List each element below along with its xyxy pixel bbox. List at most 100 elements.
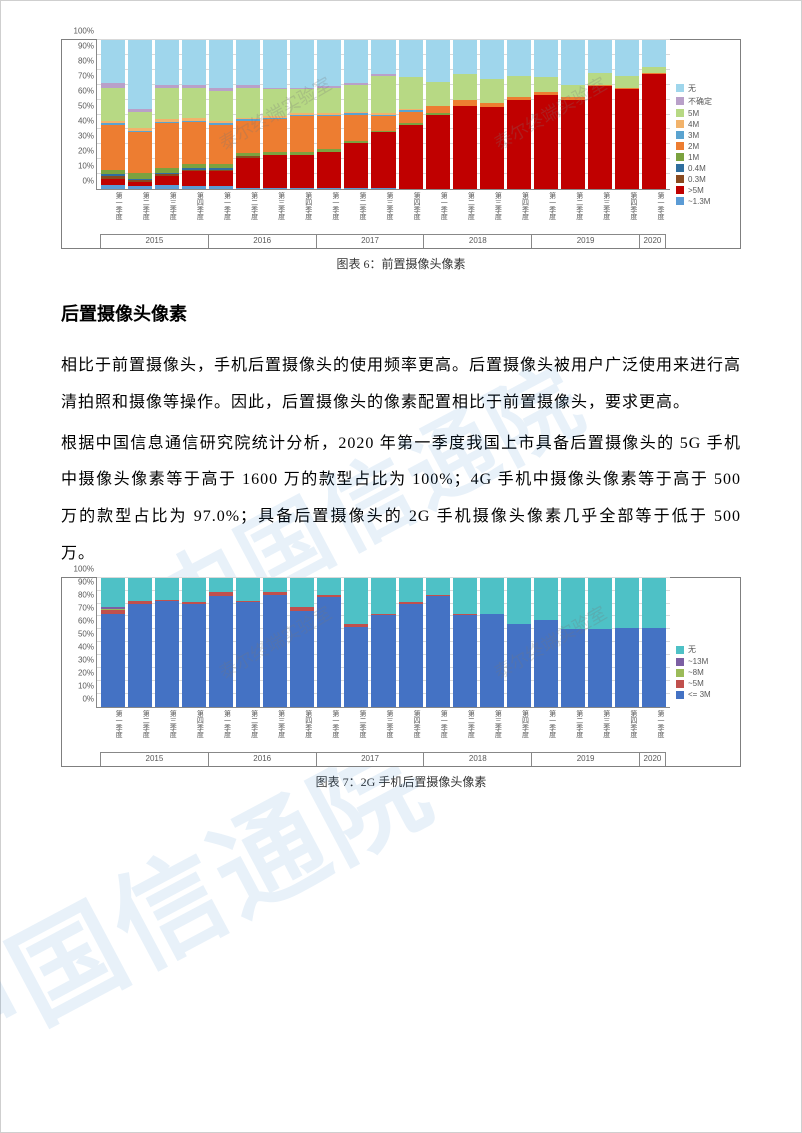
legend-swatch	[676, 84, 684, 92]
bar-segment	[236, 88, 260, 118]
bar-segment	[534, 620, 558, 706]
x-label: 第三季度	[588, 190, 612, 234]
bar-segment	[371, 40, 395, 74]
bar-segment	[263, 595, 287, 707]
bar-segment	[263, 188, 287, 189]
x-label: 第一季度	[642, 190, 666, 234]
x-label: 第四季度	[398, 708, 422, 752]
bar-segment	[317, 578, 341, 595]
bar-segment	[263, 119, 287, 152]
bar-segment	[588, 40, 612, 73]
bar-segment	[453, 40, 477, 74]
bar-segment	[371, 132, 395, 187]
bar-segment	[426, 106, 450, 113]
bar-segment	[317, 40, 341, 86]
bar-segment	[426, 40, 450, 82]
legend-swatch	[676, 109, 684, 117]
bar-segment	[371, 188, 395, 189]
bar-segment	[155, 40, 179, 85]
x-label: 第二季度	[344, 708, 368, 752]
bar-segment	[507, 624, 531, 707]
bar-segment	[209, 40, 233, 88]
x-label: 第四季度	[290, 190, 314, 234]
bar-segment	[588, 629, 612, 706]
legend-swatch	[676, 97, 684, 105]
x-label: 第四季度	[181, 708, 205, 752]
bar-segment	[101, 185, 125, 189]
legend-swatch	[676, 120, 684, 128]
x-label: 第四季度	[615, 190, 639, 234]
y-tick: 100%	[74, 27, 94, 36]
legend-item: 0.3M	[676, 175, 736, 184]
y-tick: 70%	[78, 603, 94, 612]
bar-segment	[101, 125, 125, 170]
bar-segment	[371, 116, 395, 131]
bar	[290, 578, 314, 707]
bar	[642, 40, 666, 189]
bar-segment	[290, 611, 314, 706]
legend-item: ~13M	[676, 657, 736, 666]
bar-segment	[344, 188, 368, 189]
bar	[371, 40, 395, 189]
bar-segment	[317, 116, 341, 149]
legend-label: 0.4M	[688, 164, 706, 173]
x-label: 第三季度	[154, 190, 178, 234]
legend-item: 不确定	[676, 96, 736, 107]
bar-segment	[344, 578, 368, 624]
bar-segment	[561, 629, 585, 706]
bar-segment	[263, 89, 287, 116]
bar	[561, 578, 585, 707]
bar-segment	[128, 604, 152, 707]
y-tick: 60%	[78, 616, 94, 625]
bar-segment	[182, 604, 206, 707]
y-tick: 60%	[78, 87, 94, 96]
y-tick: 70%	[78, 72, 94, 81]
legend-label: 无	[688, 83, 696, 94]
bar-segment	[101, 578, 125, 608]
bar-segment	[236, 40, 260, 85]
bar-segment	[399, 40, 423, 77]
x-label: 第二季度	[127, 190, 151, 234]
bar	[453, 578, 477, 707]
bar-segment	[615, 578, 639, 628]
bar	[128, 578, 152, 707]
chart-7-2g-rear-camera-pixels: 0%10%20%30%40%50%60%70%80%90%100%泰尔终端实验室…	[61, 577, 741, 767]
x-label: 第三季度	[263, 190, 287, 234]
x-label: 第二季度	[452, 190, 476, 234]
bar-segment	[371, 615, 395, 707]
legend-item: 无	[676, 644, 736, 655]
bar-segment	[426, 596, 450, 707]
bar-segment	[344, 40, 368, 83]
bar-segment	[453, 106, 477, 189]
bar-segment	[371, 76, 395, 113]
x-label: 第一季度	[208, 708, 232, 752]
x-label: 第四季度	[506, 708, 530, 752]
bar-segment	[263, 40, 287, 88]
bar-segment	[317, 188, 341, 189]
y-tick: 90%	[78, 42, 94, 51]
legend-item: 5M	[676, 109, 736, 118]
bar	[182, 578, 206, 707]
bar	[344, 578, 368, 707]
y-axis: 0%10%20%30%40%50%60%70%80%90%100%	[62, 578, 96, 708]
y-tick: 40%	[78, 117, 94, 126]
legend-swatch	[676, 669, 684, 677]
x-label: 第四季度	[181, 190, 205, 234]
legend: 无不确定5M4M3M2M1M0.4M0.3M>5M~1.3M	[670, 40, 740, 248]
bar-segment	[561, 85, 585, 97]
bar-segment	[426, 578, 450, 595]
bar-segment	[371, 578, 395, 614]
legend-label: ~1.3M	[688, 197, 710, 206]
legend-swatch	[676, 680, 684, 688]
legend-label: ~8M	[688, 668, 704, 677]
bar	[236, 578, 260, 707]
x-label: 第一季度	[100, 190, 124, 234]
bar-segment	[209, 596, 233, 707]
x-label: 第三季度	[479, 190, 503, 234]
bar-segment	[344, 115, 368, 142]
chart-6-caption: 图表 6：前置摄像头像素	[61, 255, 741, 272]
year-label: 2017	[316, 752, 424, 766]
legend-item: ~5M	[676, 679, 736, 688]
legend-swatch	[676, 153, 684, 161]
x-label: 第三季度	[263, 708, 287, 752]
